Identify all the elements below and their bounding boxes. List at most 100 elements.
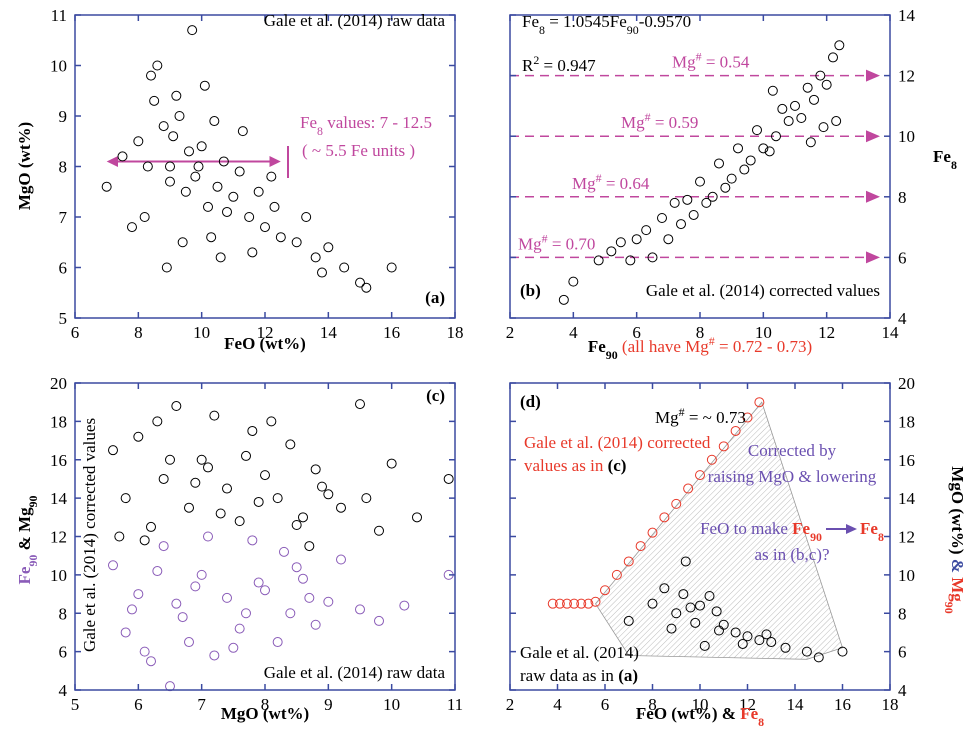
point (336, 502, 346, 513)
point (260, 585, 270, 596)
text-part: 8 (758, 715, 764, 729)
point (623, 556, 634, 567)
point (241, 608, 251, 619)
point (813, 652, 824, 663)
y-tick-label: 7 (59, 208, 68, 227)
point (707, 191, 718, 202)
annotation: Gale et al. (2014) raw data (264, 663, 446, 682)
point (171, 598, 182, 609)
y-tick-label: 14 (50, 489, 68, 508)
y-axis-label: Fe8 (933, 147, 957, 172)
point (196, 454, 207, 465)
annotation: Gale et al. (2014) raw data (264, 11, 446, 30)
point (767, 85, 778, 96)
point (374, 615, 384, 626)
annotation: (d) (520, 392, 541, 411)
text-part: (c) (608, 456, 627, 475)
point (196, 141, 207, 152)
y-tick-label: 9 (59, 107, 68, 126)
text-part: Fe (860, 519, 878, 538)
x-tick-label: 10 (193, 323, 210, 342)
point (730, 425, 741, 436)
annotation: Gale et al. (2014) corrected values (80, 418, 99, 652)
point (766, 637, 777, 648)
point (554, 598, 565, 609)
text-part: Gale et al. (2014) raw data (264, 11, 446, 30)
point (815, 70, 826, 81)
text-part: R (522, 56, 534, 75)
text-part: Gale et al. (2014) corrected (524, 433, 711, 452)
point (754, 397, 765, 408)
text-part: # (596, 171, 602, 185)
point (659, 512, 670, 523)
x-tick-label: 14 (882, 323, 900, 342)
point (203, 462, 213, 473)
x-axis-label: MgO (wt%) (221, 704, 309, 723)
point (174, 111, 185, 121)
plot-frame (74, 14, 456, 319)
text-part: = 1.0545Fe (545, 12, 627, 31)
x-tick-label: 18 (882, 695, 899, 714)
text-part: = 0.59 (651, 113, 699, 132)
point (152, 416, 163, 427)
y-tick-label: 6 (59, 259, 68, 278)
text-part: FeO to make (700, 519, 792, 538)
y-tick-label: 18 (50, 412, 67, 431)
x-tick-label: 7 (197, 695, 206, 714)
x-tick-label: 6 (71, 323, 80, 342)
y-tick-label: 16 (898, 451, 915, 470)
x-tick-label: 8 (261, 695, 270, 714)
point (361, 493, 372, 504)
point (678, 589, 689, 600)
point (742, 412, 753, 423)
point (761, 629, 772, 640)
x-tick-label: 10 (383, 695, 400, 714)
point (623, 615, 634, 626)
point (706, 454, 717, 465)
x-tick-label: 4 (569, 323, 578, 342)
reference-label: Mg# = 0.70 (518, 231, 595, 253)
text-part: Fe (740, 704, 758, 723)
x-tick-label: 10 (755, 323, 772, 342)
point (180, 186, 191, 197)
point (355, 399, 365, 410)
y-tick-label: 20 (898, 374, 915, 393)
point (606, 246, 617, 257)
point (777, 103, 788, 114)
point (547, 598, 558, 609)
point (260, 470, 270, 481)
text-part: & (15, 532, 34, 555)
text-part: 90 (606, 348, 618, 362)
point (802, 82, 813, 93)
text-part: # (709, 334, 715, 348)
point (590, 596, 601, 607)
y-tick-label: 8 (59, 604, 68, 623)
point (193, 161, 204, 172)
text-part: Fe (588, 337, 606, 356)
point (685, 602, 696, 613)
point (834, 40, 845, 51)
annotation: (a) (425, 288, 445, 307)
point (657, 213, 667, 224)
point (260, 222, 270, 233)
annotation: Gale et al. (2014) corrected (524, 433, 711, 452)
point (165, 454, 175, 465)
point (386, 262, 397, 273)
point (690, 617, 701, 628)
point (443, 473, 454, 484)
point (158, 121, 169, 132)
point (209, 650, 220, 661)
point (127, 222, 137, 233)
point (146, 656, 156, 667)
point (783, 116, 794, 127)
point (187, 25, 198, 36)
point (600, 585, 610, 596)
text-part: (a) (425, 288, 445, 307)
plot-frame (74, 382, 456, 691)
point (177, 612, 188, 623)
text-part: & (948, 555, 967, 578)
point (695, 470, 705, 481)
point (146, 521, 156, 532)
y-tick-label: 12 (898, 528, 915, 547)
